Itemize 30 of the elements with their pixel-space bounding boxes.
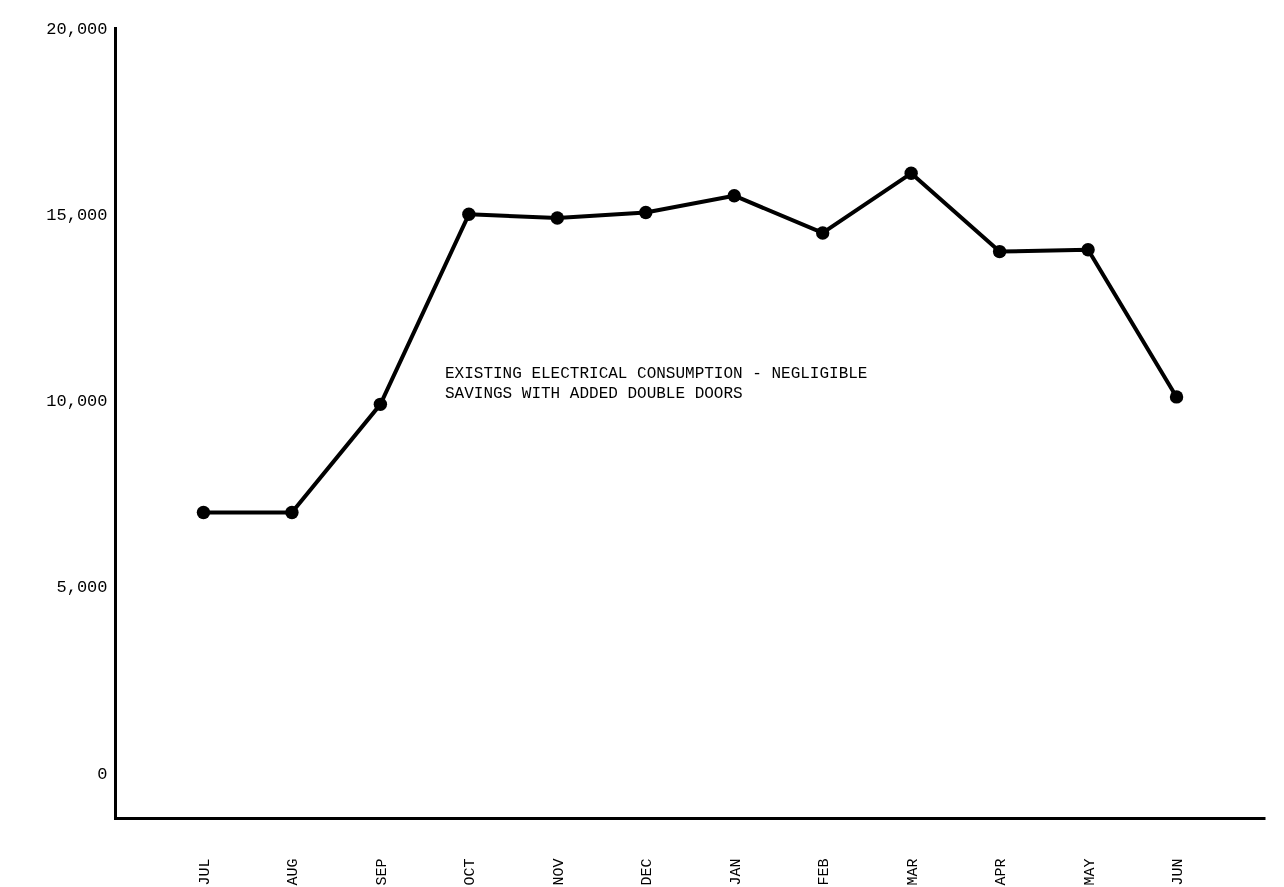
x-tick-label: OCT — [462, 858, 480, 886]
x-tick-label: AUG — [285, 858, 303, 886]
x-tick-label: JUL — [196, 858, 214, 886]
x-tick-label: JAN — [727, 858, 745, 886]
x-tick-label: DEC — [639, 858, 657, 886]
point — [1081, 243, 1095, 257]
x-tick-label: MAY — [1081, 858, 1099, 886]
x-tick-label: FEB — [816, 858, 834, 886]
point — [462, 207, 476, 222]
point — [373, 397, 388, 412]
x-tick-label: JUN — [1170, 858, 1188, 886]
point — [1169, 390, 1184, 404]
point — [815, 226, 830, 240]
point — [727, 188, 741, 203]
y-tick-label: 0 — [97, 764, 108, 784]
x-tick-label: NOV — [550, 858, 568, 886]
y-tick-label: 5,000 — [56, 578, 108, 598]
y-tick-label: 10,000 — [46, 392, 108, 412]
y-tick-label: 20,000 — [46, 19, 108, 39]
y-tick-label: 15,000 — [46, 205, 108, 225]
x-tick-label: APR — [993, 858, 1011, 886]
x-tick-label: SEP — [373, 858, 391, 886]
annotation: EXISTING ELECTRICAL CONSUMPTION - NEGLIGIBLE SAVINGS WITH ADDED DOUBLE DOORS — [445, 365, 868, 403]
point — [550, 211, 565, 225]
point — [904, 166, 918, 181]
point — [992, 244, 1007, 259]
point — [196, 505, 211, 520]
point — [639, 205, 653, 220]
point — [285, 505, 299, 520]
x-tick-label: MAR — [904, 858, 922, 886]
